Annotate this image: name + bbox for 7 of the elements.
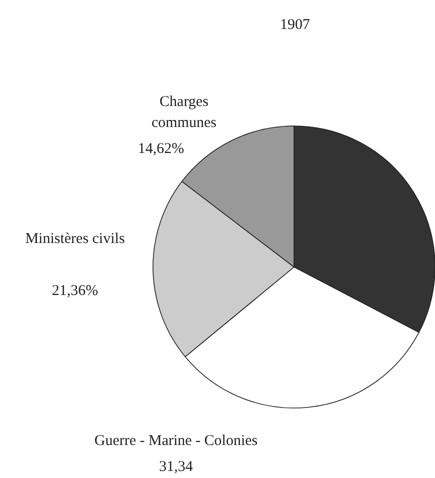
- chart-title: 1907: [280, 17, 310, 33]
- slice-label: Ministères civils: [25, 231, 125, 247]
- data-label: 31,34: [159, 459, 194, 475]
- data-label: 21,36%: [52, 283, 98, 299]
- slice-label: Charges communes: [152, 94, 217, 131]
- data-label: 14,62%: [138, 141, 184, 157]
- slice-label: Guerre - Marine - Colonies: [94, 433, 258, 449]
